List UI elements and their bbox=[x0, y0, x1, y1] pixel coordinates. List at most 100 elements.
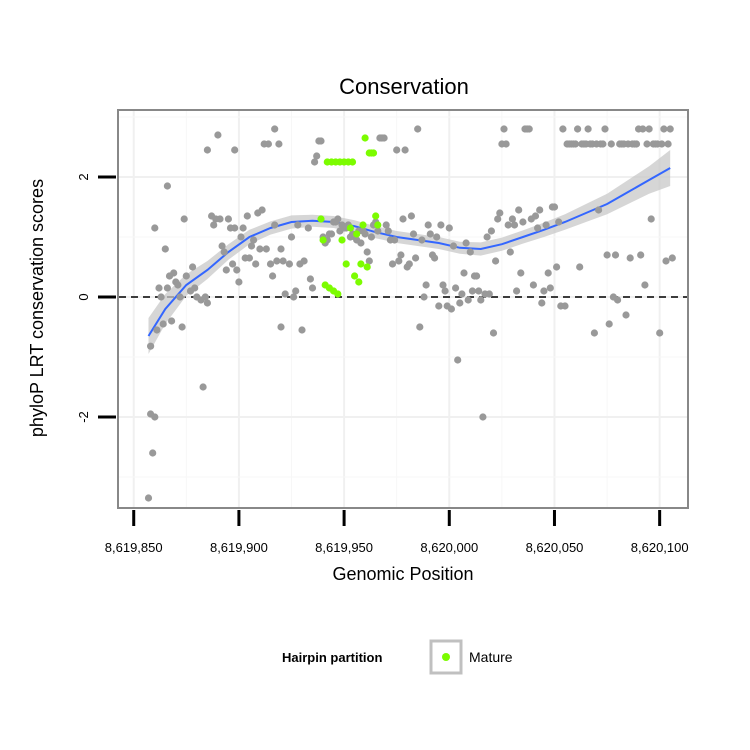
data-point bbox=[414, 125, 422, 133]
data-point bbox=[632, 140, 641, 148]
data-point bbox=[395, 257, 403, 265]
data-point bbox=[308, 284, 317, 292]
data-point bbox=[222, 266, 230, 274]
data-point bbox=[595, 206, 603, 214]
data-point bbox=[285, 260, 293, 268]
data-point bbox=[149, 449, 157, 457]
data-point bbox=[477, 296, 485, 304]
data-point bbox=[401, 146, 409, 154]
data-point bbox=[645, 125, 653, 133]
data-point bbox=[174, 281, 182, 289]
data-point bbox=[510, 221, 519, 229]
mature-point bbox=[351, 272, 359, 280]
data-point bbox=[374, 227, 382, 235]
data-point bbox=[203, 146, 211, 154]
data-point bbox=[614, 296, 622, 304]
x-axis: 8,619,850 8,619,900 8,619,950 8,620,000 8,62… bbox=[105, 510, 689, 555]
data-point bbox=[300, 257, 308, 265]
data-point bbox=[445, 224, 453, 232]
data-point bbox=[252, 260, 260, 268]
x-tick-label: 8,620,050 bbox=[526, 540, 584, 555]
data-point bbox=[550, 203, 559, 211]
data-point bbox=[462, 239, 470, 247]
x-tick-label: 8,619,900 bbox=[210, 540, 268, 555]
mature-point bbox=[361, 134, 369, 142]
y-tick-label: 0 bbox=[76, 293, 91, 300]
data-point bbox=[153, 326, 161, 334]
data-point bbox=[489, 329, 498, 337]
data-point bbox=[294, 221, 302, 229]
data-point bbox=[637, 251, 645, 259]
data-point bbox=[168, 317, 176, 325]
scatter-points bbox=[144, 125, 676, 502]
data-point bbox=[281, 290, 289, 298]
data-point bbox=[178, 323, 186, 331]
data-point bbox=[231, 224, 239, 232]
data-point bbox=[605, 320, 613, 328]
data-point bbox=[317, 137, 325, 145]
data-point bbox=[170, 269, 178, 277]
data-point bbox=[508, 215, 516, 223]
data-point bbox=[391, 236, 399, 244]
data-point bbox=[531, 212, 540, 220]
data-point bbox=[424, 221, 432, 229]
data-point bbox=[233, 266, 241, 274]
data-point bbox=[163, 284, 171, 292]
data-point bbox=[540, 287, 548, 295]
data-point bbox=[473, 272, 481, 280]
data-point bbox=[468, 287, 476, 295]
data-point bbox=[576, 263, 584, 271]
data-point bbox=[574, 125, 582, 133]
data-point bbox=[361, 230, 369, 238]
data-point bbox=[454, 356, 462, 364]
data-point bbox=[441, 287, 449, 295]
data-point bbox=[245, 254, 253, 262]
data-point bbox=[626, 254, 634, 262]
data-point bbox=[553, 263, 561, 271]
data-point bbox=[144, 494, 153, 502]
data-point bbox=[266, 260, 275, 268]
data-point bbox=[235, 278, 243, 286]
data-point bbox=[439, 281, 447, 289]
series-other bbox=[144, 125, 676, 502]
data-point bbox=[180, 215, 188, 223]
data-point bbox=[500, 125, 508, 133]
data-point bbox=[203, 299, 211, 307]
data-point bbox=[157, 293, 165, 301]
data-point bbox=[399, 215, 407, 223]
data-point bbox=[262, 245, 270, 253]
data-point bbox=[271, 125, 279, 133]
data-point bbox=[384, 227, 392, 235]
data-point bbox=[271, 221, 279, 229]
data-point bbox=[277, 245, 285, 253]
data-point bbox=[231, 146, 239, 154]
data-point bbox=[494, 215, 502, 223]
data-point bbox=[418, 236, 426, 244]
data-point bbox=[496, 209, 504, 217]
data-point bbox=[519, 218, 527, 226]
legend-key-mature-marker bbox=[442, 653, 450, 661]
data-point bbox=[407, 212, 415, 220]
mature-point bbox=[372, 212, 380, 220]
data-point bbox=[292, 287, 300, 295]
x-tick-label: 8,619,950 bbox=[315, 540, 373, 555]
data-point bbox=[536, 206, 544, 214]
y-tick-label: -2 bbox=[76, 411, 91, 423]
data-point bbox=[258, 206, 266, 214]
data-point bbox=[243, 212, 251, 220]
data-point bbox=[182, 272, 190, 280]
data-point bbox=[449, 242, 458, 250]
data-point bbox=[643, 140, 651, 148]
data-point bbox=[464, 296, 472, 304]
data-point bbox=[433, 233, 441, 241]
data-point bbox=[201, 293, 209, 301]
data-point bbox=[662, 257, 670, 265]
data-point bbox=[277, 323, 285, 331]
data-point bbox=[603, 251, 611, 259]
data-point bbox=[456, 299, 464, 307]
data-point bbox=[334, 215, 342, 223]
data-point bbox=[298, 326, 306, 334]
data-point bbox=[658, 140, 666, 148]
data-point bbox=[275, 140, 283, 148]
plot-panel bbox=[117, 109, 689, 509]
